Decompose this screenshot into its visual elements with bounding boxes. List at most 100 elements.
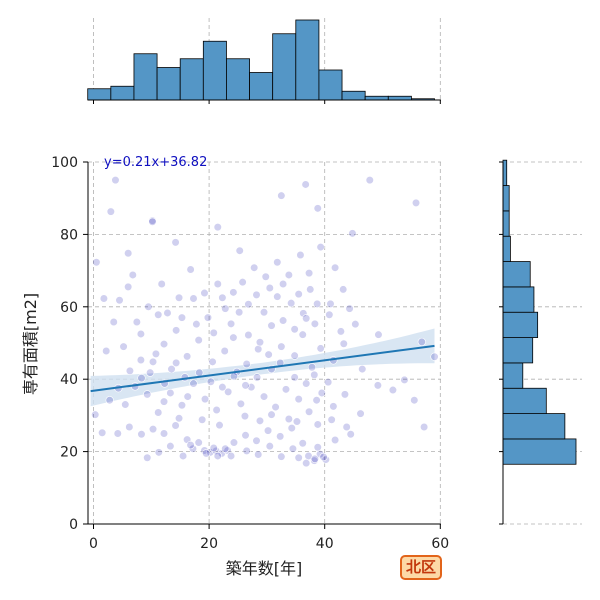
data-point <box>235 308 244 317</box>
data-point <box>277 191 286 200</box>
data-point <box>206 377 215 386</box>
data-point <box>281 385 291 394</box>
data-point <box>125 366 135 375</box>
data-point <box>159 397 169 406</box>
x-histogram-bar <box>341 90 366 101</box>
data-point <box>294 290 303 299</box>
x-histogram-bar <box>387 95 412 101</box>
x-marginal-bars <box>87 19 435 101</box>
regression-equation-label: y=0.21x+36.82 <box>104 155 207 170</box>
data-point <box>146 368 155 377</box>
data-point <box>302 459 311 468</box>
data-point <box>278 279 288 289</box>
data-point <box>351 320 360 329</box>
data-point <box>252 436 261 445</box>
data-point <box>183 392 192 401</box>
data-point <box>273 292 282 301</box>
data-point <box>306 285 315 294</box>
data-point <box>255 338 265 347</box>
data-point <box>304 269 314 278</box>
y-histogram-bar <box>502 286 535 313</box>
data-point <box>166 388 175 398</box>
data-point <box>166 442 175 451</box>
data-point <box>238 278 247 287</box>
data-point <box>220 346 229 356</box>
y-histogram-bar <box>502 337 534 364</box>
data-point <box>178 451 188 461</box>
data-point <box>324 377 333 387</box>
x-marginal-histogram <box>87 18 441 104</box>
data-point <box>218 293 227 302</box>
data-point <box>294 395 303 404</box>
data-point <box>157 279 166 289</box>
data-point <box>213 451 222 461</box>
data-point <box>189 379 198 388</box>
data-point <box>313 443 322 452</box>
data-point <box>365 176 374 185</box>
data-point <box>417 337 426 347</box>
data-point <box>302 379 311 388</box>
data-point <box>213 223 222 232</box>
data-point <box>229 333 238 342</box>
y-tick-label: 0 <box>69 517 78 533</box>
data-point <box>304 407 314 416</box>
data-point <box>242 359 251 369</box>
data-point <box>284 270 293 280</box>
x-histogram-bar <box>87 88 112 101</box>
scatter-axes <box>83 161 441 529</box>
data-point <box>244 330 253 340</box>
data-point <box>290 373 299 382</box>
data-point <box>224 387 233 396</box>
y-histogram-bar <box>502 185 510 212</box>
x-tick-label: 40 <box>316 536 334 552</box>
y-tick-label: 20 <box>60 445 78 461</box>
x-tick-label: 20 <box>200 536 218 552</box>
data-point <box>198 415 207 424</box>
data-point <box>115 296 124 305</box>
data-point <box>125 422 134 432</box>
data-point <box>195 368 204 377</box>
data-point <box>292 417 302 426</box>
data-point <box>310 370 319 379</box>
data-point <box>358 364 367 374</box>
data-point <box>171 238 180 247</box>
data-point <box>192 320 201 329</box>
data-point <box>348 229 357 238</box>
data-point <box>236 399 245 408</box>
data-point <box>319 452 328 462</box>
y-histogram-bar <box>502 362 524 389</box>
data-point <box>316 242 325 252</box>
data-point <box>240 412 250 421</box>
data-point <box>287 423 296 433</box>
data-point <box>229 438 239 447</box>
data-point <box>172 358 181 368</box>
y-histogram-bar <box>502 159 508 186</box>
data-point <box>105 396 114 405</box>
data-point <box>113 429 122 438</box>
data-point <box>215 421 224 430</box>
data-point <box>200 395 210 404</box>
y-histogram-bar <box>502 235 511 262</box>
data-point <box>400 375 409 385</box>
data-point <box>298 330 307 339</box>
data-point <box>411 198 421 208</box>
data-point <box>302 314 311 323</box>
data-point <box>313 420 322 429</box>
x-histogram-bar <box>249 72 274 101</box>
data-point <box>163 308 172 318</box>
y-histogram-bar <box>502 311 539 338</box>
data-point <box>273 258 282 267</box>
data-point <box>137 430 146 439</box>
data-point <box>183 352 192 361</box>
data-point <box>128 270 137 280</box>
data-point <box>287 299 296 308</box>
data-point <box>111 176 120 185</box>
data-point <box>213 279 222 289</box>
data-point <box>252 290 261 299</box>
data-point <box>310 319 319 328</box>
data-point <box>261 272 270 281</box>
data-point <box>326 299 335 309</box>
y-marginal-bars <box>502 159 577 465</box>
data-point <box>124 282 133 291</box>
